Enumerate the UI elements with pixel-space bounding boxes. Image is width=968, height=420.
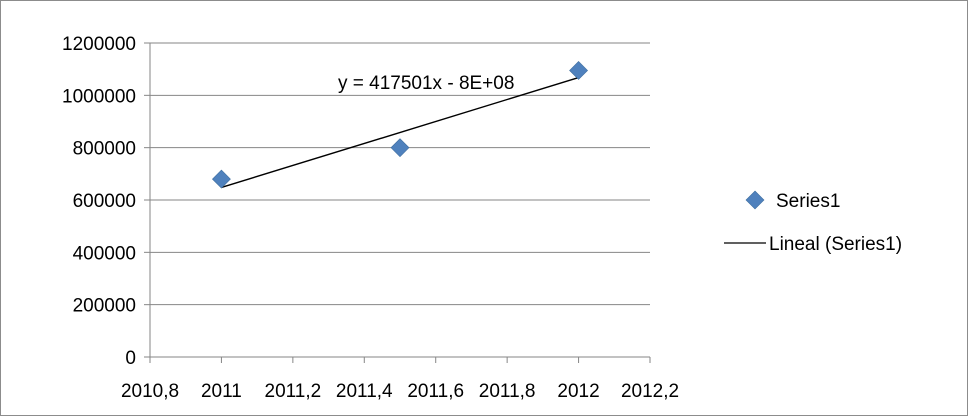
y-tick-label: 1000000: [62, 86, 136, 107]
x-tick-label: 2011,8: [479, 381, 536, 402]
legend-label-trendline: Lineal (Series1): [769, 234, 902, 255]
x-tick-label: 2010,8: [121, 381, 179, 402]
data-point-diamond: [212, 169, 231, 189]
trendline-group: [221, 76, 579, 189]
data-point-diamond: [569, 61, 588, 80]
axes: [144, 42, 651, 363]
trendline-equation: y = 417501x - 8E+08: [338, 73, 514, 94]
data-point-diamond: [390, 138, 410, 158]
x-tick-label: 2011,2: [265, 381, 322, 402]
y-tick-label: 400000: [73, 243, 136, 264]
gridlines: [150, 42, 650, 306]
data-points: [212, 61, 588, 189]
y-tick-label: 600000: [73, 191, 136, 212]
x-tick-label: 2011: [201, 381, 242, 402]
y-tick-label: 200000: [73, 296, 136, 317]
x-tick-label: 2011,6: [407, 381, 464, 402]
legend-marker-series1: [745, 190, 765, 210]
x-tick-label: 2012,2: [621, 381, 679, 402]
y-tick-label: 0: [125, 348, 136, 369]
x-tick-label: 2012: [557, 381, 599, 402]
y-tick-label: 800000: [73, 139, 136, 160]
y-tick-label: 1200000: [62, 34, 136, 55]
x-tick-label: 2011,4: [336, 381, 393, 402]
axis-labels: 0 200000 400000 600000 800000 1000000 1200000 2…: [62, 34, 679, 402]
legend: Series1 Lineal (Series1): [724, 190, 902, 255]
trendline: [221, 76, 579, 189]
legend-label-series1: Series1: [776, 191, 840, 212]
